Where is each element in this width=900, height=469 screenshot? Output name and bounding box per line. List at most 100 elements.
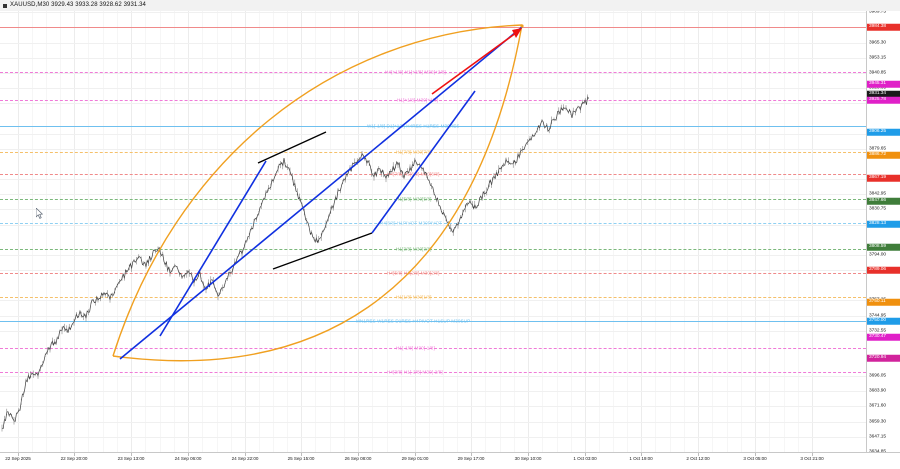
gridline-v-minor — [542, 11, 544, 452]
gridline-v-minor — [712, 11, 714, 452]
date-tick-mark — [585, 453, 586, 456]
date-tick-mark — [18, 453, 19, 456]
price-axis[interactable]: 3989.753977.603965.303953.153940.853928.… — [866, 11, 900, 452]
gridline-h — [0, 254, 866, 256]
gridline-h — [0, 57, 866, 59]
price-tick-label: 3879.65 — [869, 146, 886, 152]
level-label: H1[1/8] M30[1/8] — [396, 294, 432, 300]
date-tick-label: 3 Oct 05:00 — [743, 456, 767, 461]
level-line — [0, 152, 866, 153]
date-tick-label: 22 Sep 20:00 — [60, 456, 88, 461]
price-badge: 3720.94 — [867, 354, 900, 362]
gridline-v-minor — [343, 11, 345, 452]
gridline-v-minor — [102, 11, 104, 452]
gridline-h — [0, 72, 866, 74]
price-tick-label: 3842.95 — [869, 191, 886, 197]
gridline-v-minor — [499, 11, 501, 452]
price-tick-label: 3965.30 — [869, 40, 886, 46]
level-label: H4[5/8] H1[2/8] M30[2/8] — [387, 270, 440, 276]
gridline-v-minor — [669, 11, 671, 452]
date-tick-label: 29 Sep 17:00 — [457, 456, 485, 461]
date-tick-label: 22 Sep 2025 — [5, 456, 31, 461]
price-badge: 3750.11 — [867, 298, 900, 306]
date-tick-mark — [698, 453, 699, 456]
gridline-h — [0, 391, 866, 393]
price-tick-label: 3989.75 — [869, 11, 886, 15]
date-tick-mark — [131, 453, 132, 456]
price-tick-label: 3830.75 — [869, 206, 886, 212]
symbol-marker-icon — [3, 3, 7, 8]
date-tick-label: 24 Sep 06:00 — [174, 456, 202, 461]
price-tick-label: 3647.15 — [869, 434, 886, 440]
date-tick-mark — [471, 453, 472, 456]
level-line — [0, 126, 866, 127]
gridline-v — [698, 11, 699, 452]
price-badge: 3931.34 — [867, 90, 900, 98]
level-label: H1[3/8] M30[3/8] — [396, 246, 432, 252]
gridline-v-minor — [513, 11, 515, 452]
price-plot-area[interactable]: H4[+1/8] H1[+2/8] M30[+2/8] H1[+1/8] M30[… — [0, 11, 866, 452]
price-tick-label: 3928.65 — [869, 85, 886, 91]
price-tick-label: 3794.00 — [869, 252, 886, 258]
trendline-blue-main — [119, 26, 523, 360]
level-label: H1[+1/8] M30[+1/8] — [397, 97, 439, 103]
gridline-v-minor — [216, 11, 218, 452]
level-line — [0, 372, 866, 373]
date-tick-mark — [528, 453, 529, 456]
level-label: H4[+1/8] H1[+2/8] M30[+2/8] — [385, 69, 446, 75]
gridline-v — [585, 11, 586, 452]
gridline-h — [0, 421, 866, 423]
gridline-h — [0, 315, 866, 317]
date-tick-label: 29 Sep 01:00 — [401, 456, 429, 461]
price-badge: 3945.31 — [867, 80, 900, 88]
price-tick-label: 3696.05 — [869, 373, 886, 379]
gridline-v — [528, 11, 529, 452]
symbol-ohlc-label: XAUUSD,M30 3929.43 3933.28 3928.62 3931.… — [10, 2, 146, 8]
gridline-v — [301, 11, 302, 452]
gridline-v-minor — [769, 11, 771, 452]
date-tick-mark — [301, 453, 302, 456]
channel-lower-black — [272, 232, 373, 270]
gridline-h — [0, 88, 866, 90]
price-tick-label: 3683.90 — [869, 388, 886, 394]
gridline-h — [0, 103, 866, 105]
gridline-v-minor — [386, 11, 388, 452]
price-tick-label: 3671.60 — [869, 403, 886, 409]
gridline-v-minor — [46, 11, 47, 452]
price-tick-label: 3744.95 — [869, 313, 886, 319]
price-tick-label: 3732.55 — [869, 328, 886, 334]
gridline-h — [0, 12, 866, 14]
level-line — [0, 174, 866, 175]
date-tick-mark — [812, 453, 813, 456]
level-line — [0, 297, 866, 298]
gridline-v-minor — [726, 11, 728, 452]
lens-lower-arc — [112, 24, 523, 362]
price-badge: 3730.47 — [867, 333, 900, 341]
gridline-v-minor — [287, 11, 288, 452]
level-label: H1[7/8] M30[7/8] — [396, 149, 432, 155]
gridline-v-minor — [60, 11, 61, 452]
channel-upper-black — [257, 131, 327, 164]
price-series — [1, 96, 590, 429]
price-badge: 3828.13 — [867, 220, 900, 228]
price-badge: 3847.66 — [867, 197, 900, 205]
date-tick-mark — [415, 453, 416, 456]
date-tick-label: 25 Sep 15:00 — [287, 456, 315, 461]
price-tick-label: 3659.30 — [869, 419, 886, 425]
price-badge: 3789.06 — [867, 266, 900, 274]
gridline-v — [74, 11, 75, 452]
gridline-v-minor — [556, 11, 558, 452]
gridline-h — [0, 133, 866, 135]
gridline-v — [131, 11, 132, 452]
gridline-v-minor — [116, 11, 118, 452]
gridline-v-minor — [145, 11, 147, 452]
date-axis[interactable]: 22 Sep 2025 22 Sep 20:00 23 Sep 13:00 24 Se… — [0, 452, 900, 469]
gridline-v-minor — [329, 11, 331, 452]
gridline-v-minor — [683, 11, 685, 452]
gridline-h — [0, 224, 866, 226]
gridline-v — [641, 11, 642, 452]
lens-upper-arc — [112, 24, 523, 357]
price-badge: 3750.00 — [867, 317, 900, 325]
level-label: H4[6/8] H1PIVOT M30PIVOT — [380, 220, 443, 226]
